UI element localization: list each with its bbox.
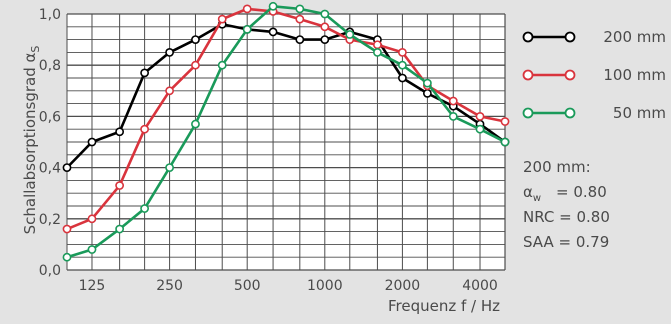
y-tick-label: 0,2 xyxy=(39,212,61,228)
data-point xyxy=(115,224,125,234)
metric-alpha-label: α xyxy=(523,183,533,201)
data-point xyxy=(242,4,252,14)
y-tick-label: 0,0 xyxy=(39,263,61,279)
data-point xyxy=(165,163,174,172)
data-point xyxy=(320,22,330,32)
legend-item: 50 mm xyxy=(522,104,666,122)
data-point xyxy=(191,119,200,129)
data-point xyxy=(475,112,485,121)
data-point xyxy=(448,112,458,121)
data-point xyxy=(295,35,305,44)
x-tick-label: 4000 xyxy=(462,278,498,294)
y-axis-title: Schallabsorptionsgrad αS xyxy=(21,46,42,235)
data-point xyxy=(242,24,252,34)
data-point xyxy=(422,88,432,98)
data-point xyxy=(500,117,510,126)
legend-marker xyxy=(522,31,534,43)
y-tick-label: 1,0 xyxy=(39,7,61,23)
data-point xyxy=(320,9,330,19)
x-axis-title: Frequenz f / Hz xyxy=(388,297,500,315)
metrics-block: 200 mm: αw = 0.80 NRC = 0.80 SAA = 0.79 xyxy=(523,158,610,251)
x-tick-label: 1000 xyxy=(307,278,343,294)
y-tick-label: 0,6 xyxy=(39,109,61,125)
data-point xyxy=(62,252,72,262)
metric-nrc: NRC = 0.80 xyxy=(523,208,610,226)
legend-item: 100 mm xyxy=(522,66,666,84)
y-tick-label: 0,8 xyxy=(39,58,61,74)
data-point xyxy=(320,35,330,44)
legend-item: 200 mm xyxy=(522,28,666,46)
data-point xyxy=(87,137,97,147)
data-point xyxy=(398,73,407,83)
data-point xyxy=(295,4,305,14)
data-point xyxy=(268,1,278,11)
data-point xyxy=(398,60,407,70)
data-point xyxy=(422,78,432,88)
data-point xyxy=(140,68,150,78)
data-point xyxy=(115,127,125,137)
metric-saa: SAA = 0.79 xyxy=(523,233,609,251)
data-point xyxy=(268,27,278,37)
grid xyxy=(66,13,506,271)
y-tick-label: 0,4 xyxy=(39,161,61,177)
data-point xyxy=(295,14,305,24)
data-point xyxy=(140,124,150,134)
legend-marker xyxy=(522,69,534,81)
data-point xyxy=(217,14,227,24)
data-point xyxy=(115,181,125,190)
series-line xyxy=(66,5,506,259)
x-tick-label: 250 xyxy=(156,278,183,294)
data-point xyxy=(165,48,174,57)
data-point xyxy=(373,40,382,50)
legend-marker xyxy=(564,107,576,119)
data-point xyxy=(87,214,97,224)
x-tick-labels: 125 250 500 1000 2000 4000 xyxy=(79,278,498,294)
y-axis-title-subscript: S xyxy=(29,46,42,53)
data-point xyxy=(191,35,200,44)
data-point xyxy=(191,60,200,70)
x-tick-label: 500 xyxy=(234,278,261,294)
series-group xyxy=(62,1,510,262)
legend: 200 mm 100 mm 50 mm xyxy=(522,28,666,122)
y-axis-title-text: Schallabsorptionsgrad α xyxy=(21,52,39,234)
x-tick-label: 125 xyxy=(79,278,106,294)
data-point xyxy=(475,124,485,134)
metric-alpha-subscript: w xyxy=(533,193,541,204)
data-point xyxy=(345,30,355,39)
legend-marker xyxy=(564,31,576,43)
data-point xyxy=(448,96,458,106)
metric-alpha-w: αw = 0.80 xyxy=(523,183,607,204)
metrics-heading: 200 mm: xyxy=(523,158,591,176)
series-line xyxy=(66,22,506,169)
data-point xyxy=(398,48,407,57)
legend-marker xyxy=(522,107,534,119)
legend-label: 200 mm xyxy=(603,28,666,46)
data-point xyxy=(165,86,174,96)
legend-label: 50 mm xyxy=(613,104,666,122)
x-tick-label: 2000 xyxy=(385,278,421,294)
data-point xyxy=(500,137,510,147)
y-tick-labels: 0,0 0,2 0,4 0,6 0,8 1,0 xyxy=(39,7,61,279)
legend-marker xyxy=(564,69,576,81)
metric-alpha-value: = 0.80 xyxy=(556,183,607,201)
data-point xyxy=(217,60,227,70)
data-point xyxy=(62,163,72,172)
data-point xyxy=(140,204,150,213)
series-50-mm xyxy=(62,1,510,262)
data-point xyxy=(87,245,97,254)
data-point xyxy=(62,224,72,234)
legend-label: 100 mm xyxy=(603,66,666,84)
data-point xyxy=(373,48,382,57)
